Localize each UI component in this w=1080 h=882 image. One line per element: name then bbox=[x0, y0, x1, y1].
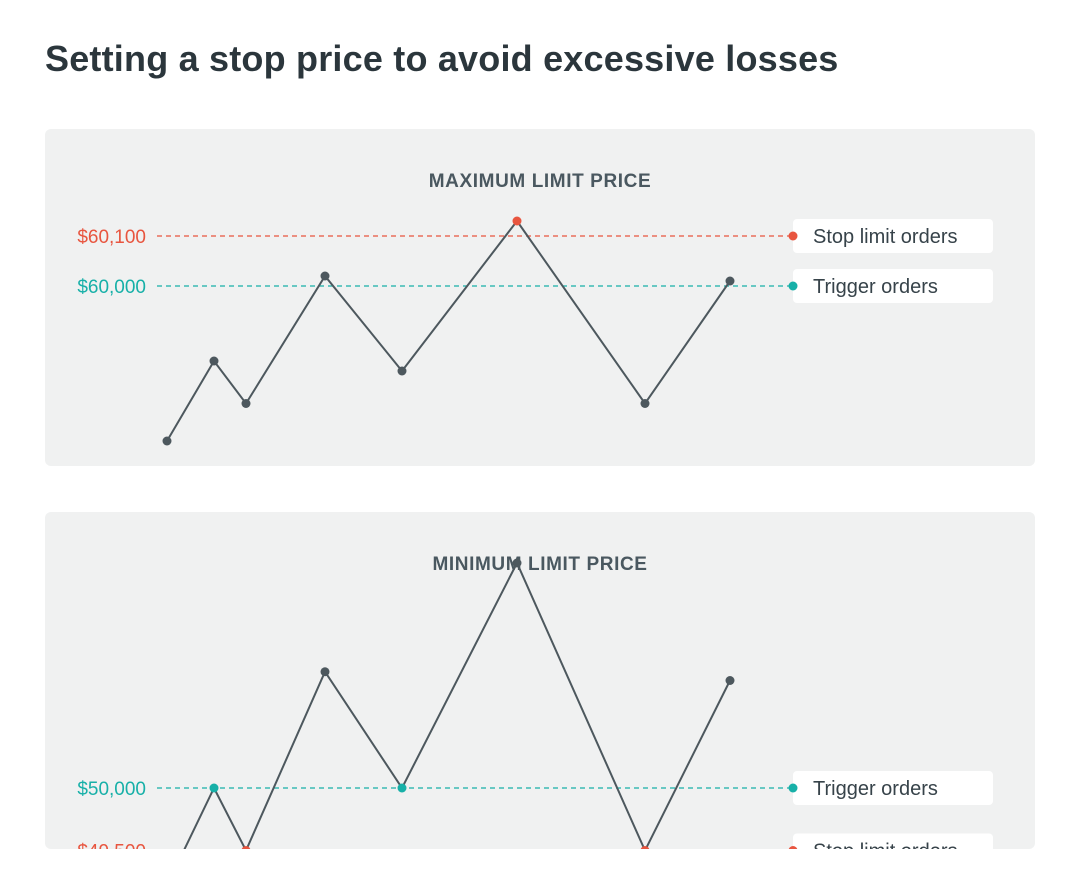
price-point bbox=[725, 676, 735, 685]
legend-label: Stop limit orders bbox=[813, 841, 958, 850]
legend-marker bbox=[788, 231, 798, 241]
page-title: Setting a stop price to avoid excessive … bbox=[45, 38, 839, 79]
price-point bbox=[640, 399, 650, 408]
level-price-label: $49,500 bbox=[77, 842, 146, 850]
price-line bbox=[183, 560, 731, 849]
min-limit-panel: MINIMUM LIMIT PRICE $50,000 Trigger order… bbox=[45, 512, 1035, 849]
min-limit-title: MINIMUM LIMIT PRICE bbox=[432, 554, 648, 575]
level-price-label: $60,100 bbox=[77, 227, 146, 248]
price-point bbox=[640, 846, 650, 849]
price-point bbox=[241, 399, 251, 408]
price-point bbox=[241, 846, 251, 849]
price-point bbox=[320, 667, 330, 677]
price-point bbox=[397, 783, 407, 793]
legend-label: Stop limit orders bbox=[813, 226, 958, 248]
price-point bbox=[512, 558, 522, 568]
price-line bbox=[166, 219, 731, 442]
level-price-label: $60,000 bbox=[77, 277, 146, 298]
legend-box bbox=[793, 219, 993, 253]
price-point bbox=[162, 436, 172, 446]
legend-label: Trigger orders bbox=[813, 778, 938, 800]
price-point bbox=[512, 216, 522, 226]
legend-marker bbox=[788, 846, 798, 849]
legend-marker bbox=[788, 783, 798, 793]
max-limit-chart: $60,100 Stop limit orders $60,000 Trigger o… bbox=[77, 216, 993, 446]
level-price-label: $50,000 bbox=[77, 779, 146, 800]
max-limit-title: MAXIMUM LIMIT PRICE bbox=[428, 171, 652, 192]
legend-marker bbox=[788, 281, 798, 291]
price-point bbox=[320, 271, 330, 281]
price-point bbox=[209, 356, 219, 366]
legend-box bbox=[793, 833, 993, 849]
max-limit-panel: MAXIMUM LIMIT PRICE $60,100 Stop limit or… bbox=[45, 129, 1035, 466]
legend-box bbox=[793, 269, 993, 303]
price-point bbox=[209, 783, 219, 793]
legend-box bbox=[793, 771, 993, 805]
price-point bbox=[397, 366, 407, 376]
min-limit-chart: $50,000 Trigger orders $49,500 Stop limit o… bbox=[77, 558, 993, 850]
price-point bbox=[725, 276, 735, 286]
legend-label: Trigger orders bbox=[813, 276, 938, 298]
